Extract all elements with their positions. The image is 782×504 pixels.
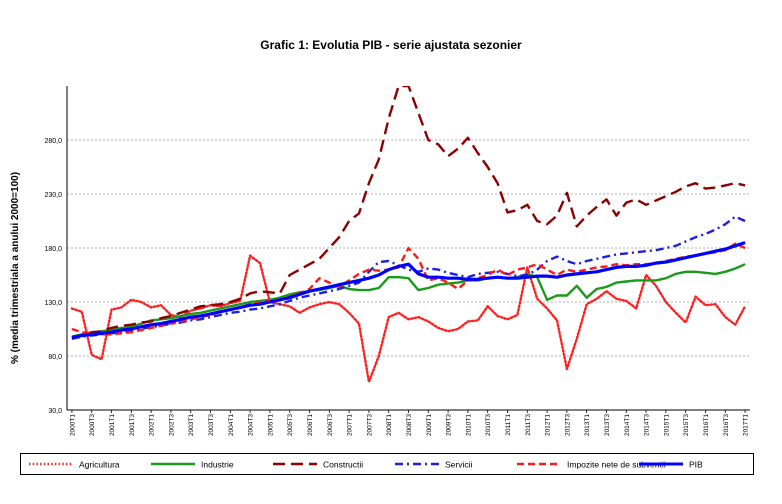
legend-label: Agricultura [79,460,120,470]
x-tick-label: 2011T1 [505,414,512,436]
series-line-constructii [71,86,746,340]
y-tick-label: 80,0 [48,354,62,361]
legend-label: Servicii [445,460,473,470]
x-tick-label: 2009T3 [446,414,453,436]
x-tick-label: 2007T3 [366,414,373,436]
x-tick-label: 2006T3 [327,414,334,436]
x-tick-label: 2015T1 [663,414,670,436]
x-tick-label: 2000T1 [69,414,76,436]
x-tick-label: 2010T3 [485,414,492,436]
x-tick-label: 2000T3 [89,414,96,436]
x-tick-label: 2012T3 [564,414,571,436]
x-tick-label: 2002T3 [168,414,175,436]
y-tick-label: 130,0 [44,300,62,307]
y-axis-label: % (media trimestriala a anului 2000=100) [10,172,21,364]
x-tick-label: 2003T3 [208,414,215,436]
legend-label: Impozite nete de subventii [567,460,666,470]
x-tick-label: 2007T1 [347,414,354,436]
legend: Agricultura Industrie Constructii Servicii I… [20,453,754,475]
y-tick-label: 30,0 [48,408,62,415]
series-lines [70,86,747,384]
x-tick-label: 2004T3 [248,414,255,436]
y-tick-label: 280,0 [44,138,62,145]
x-tick-label: 2013T3 [604,414,611,436]
series-line-impozite-nete-de-subventii [71,242,746,336]
y-tick-label: 180,0 [44,246,62,253]
x-tick-label: 2004T1 [228,414,235,436]
y-tick-label: 230,0 [44,192,62,199]
x-tick-label: 2001T1 [109,414,116,436]
x-tick-label: 2006T1 [307,414,314,436]
x-tick-label: 2015T3 [683,414,690,436]
legend-label: PIB [689,460,703,470]
x-tick-label: 2016T3 [723,414,730,436]
x-tick-label: 2002T1 [149,414,156,436]
x-tick-label: 2012T1 [545,414,552,436]
x-tick-label: 2013T1 [584,414,591,436]
x-tick-label: 2011T3 [525,414,532,436]
x-tick-label: 2005T1 [267,414,274,436]
legend-label: Constructii [323,460,363,470]
x-tick-label: 2017T1 [743,414,750,436]
x-tick-label: 2003T1 [188,414,195,436]
chart-title: Grafic 1: Evolutia PIB - serie ajustata … [260,38,522,52]
x-tick-label: 2001T3 [129,414,136,436]
x-tick-label: 2008T3 [406,414,413,436]
x-tick-label: 2005T3 [287,414,294,436]
x-tick-label: 2008T1 [386,414,393,436]
x-tick-label: 2016T1 [703,414,710,436]
x-tick-label: 2009T1 [426,414,433,436]
series-line-industrie [71,263,746,338]
x-tick-labels: 2000T1 2000T3 2001T1 2001T3 2002T1 2002T3 2003… [69,410,750,436]
legend-label: Industrie [201,460,234,470]
x-tick-label: 2010T1 [465,414,472,436]
y-tick-labels: 30,0 80,0 130,0 180,0 230,0 280,0 [44,138,62,415]
series-line-pib [71,241,746,340]
x-tick-label: 2014T3 [644,414,651,436]
x-tick-label: 2014T1 [624,414,631,436]
